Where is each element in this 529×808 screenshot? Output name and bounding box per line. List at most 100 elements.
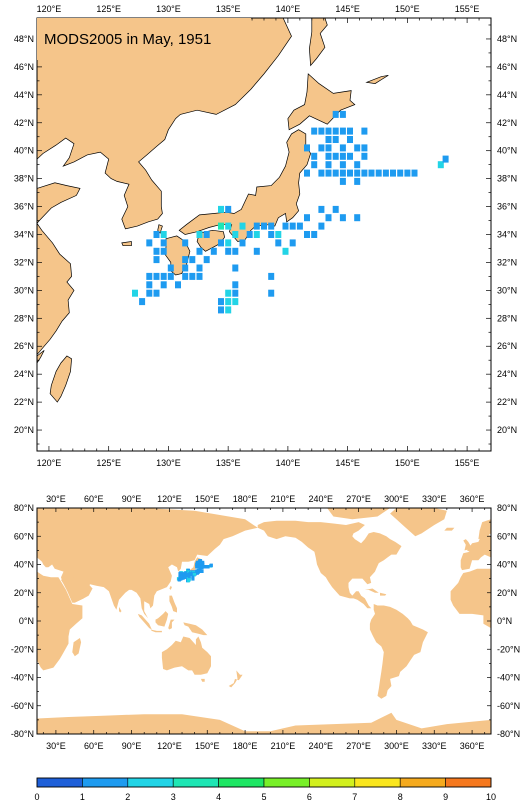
colorbar-label: 7 <box>352 792 357 802</box>
observation-cell <box>167 264 174 272</box>
observation-cell <box>146 272 153 280</box>
right-lat-label: 28°N <box>497 313 517 323</box>
observation-cell <box>167 272 174 280</box>
taiwan-global-shape <box>169 585 172 590</box>
colorbar-label: 2 <box>125 792 130 802</box>
iceland-shape <box>444 527 455 531</box>
top-lon-label: 140°E <box>276 4 301 14</box>
observation-cell <box>411 169 418 177</box>
top-lon-label: 130°E <box>156 4 181 14</box>
observation-cell <box>339 177 346 185</box>
sumatra-shape <box>137 613 152 630</box>
hokkaido-shape <box>287 73 356 131</box>
observation-cell <box>325 136 332 143</box>
global-bottom-lon-label: 240°E <box>308 741 333 751</box>
sulawesi-shape <box>168 619 175 630</box>
observation-cell <box>210 247 217 255</box>
observation-cell <box>361 169 368 177</box>
observation-cell <box>196 247 203 255</box>
observation-cell <box>354 177 361 185</box>
observation-cell <box>225 239 232 247</box>
global-bottom-lon-label: 90°E <box>122 741 142 751</box>
global-left-lat-label: 40°N <box>14 560 34 570</box>
observation-cell <box>304 144 310 152</box>
right-lat-label: 42°N <box>497 118 517 128</box>
observation-cell <box>289 239 296 247</box>
observation-cell <box>232 298 239 306</box>
borneo-shape <box>155 611 169 627</box>
global-observation-cell <box>191 577 195 581</box>
observation-cell <box>347 127 353 135</box>
bottom-lon-label: 155°E <box>455 458 480 468</box>
observation-cell <box>203 231 210 238</box>
regional-map-ticks: 120°E 120°E 125°E 125°E 130°E 130°E 135°E 135°E… <box>14 4 517 468</box>
left-lat-label: 28°N <box>14 313 34 323</box>
observation-cell <box>268 272 275 280</box>
antarctica-shape <box>37 712 491 734</box>
global-bottom-lon-label: 30°E <box>46 741 66 751</box>
observation-cell <box>153 247 160 255</box>
global-observation-cell <box>195 571 199 575</box>
observation-cell <box>132 289 138 297</box>
colorbar-label: 0 <box>34 792 39 802</box>
bottom-lon-label: 135°E <box>216 458 241 468</box>
title-box <box>37 18 251 60</box>
global-map-ticks: 30°E 30°E 60°E 60°E 90°E 90°E 120°E 120°E 150°E 1… <box>11 494 520 751</box>
right-lat-label: 26°N <box>497 341 517 351</box>
colorbar-labels: 0 1 2 3 4 5 6 7 8 9 10 <box>34 792 496 802</box>
global-right-lat-label: -60°N <box>497 701 520 711</box>
observation-cell <box>397 169 404 177</box>
global-bottom-lon-label: 180°E <box>233 741 258 751</box>
observation-cell <box>160 247 167 255</box>
global-top-lon-label: 60°E <box>84 494 104 504</box>
observation-cell <box>225 247 232 255</box>
observation-cell <box>160 272 167 280</box>
global-right-lat-label: -20°N <box>497 644 520 654</box>
observation-cell <box>339 144 346 152</box>
global-top-lon-label: 330°E <box>422 494 447 504</box>
observation-cell <box>218 298 224 306</box>
jeju-shape <box>121 241 132 247</box>
colorbar-frame <box>36 777 492 788</box>
observation-cell <box>253 231 260 238</box>
global-top-lon-label: 360°E <box>460 494 485 504</box>
global-left-lat-label: 0°N <box>19 616 34 626</box>
global-left-lat-label: 60°N <box>14 531 34 541</box>
left-lat-label: 26°N <box>14 341 34 351</box>
observation-cell <box>325 161 332 169</box>
observation-cell <box>404 169 411 177</box>
observation-cell <box>296 222 303 230</box>
top-lon-label: 125°E <box>96 4 121 14</box>
bottom-lon-label: 125°E <box>96 458 121 468</box>
global-top-lon-label: 180°E <box>233 494 258 504</box>
right-lat-label: 22°N <box>497 397 517 407</box>
colorbar-label: 1 <box>80 792 85 802</box>
regional-observation-cells <box>132 110 449 314</box>
global-top-lon-label: 120°E <box>157 494 182 504</box>
global-bottom-lon-label: 360°E <box>460 741 485 751</box>
observation-cell <box>268 222 275 230</box>
hispaniola-shape <box>380 592 387 596</box>
right-lat-label: 48°N <box>497 34 517 44</box>
sri-lanka-shape <box>119 606 122 613</box>
observation-cell <box>289 222 296 230</box>
observation-cell <box>160 231 167 238</box>
observation-cell <box>339 214 346 222</box>
left-lat-label: 34°N <box>14 230 34 240</box>
observation-cell <box>347 152 353 160</box>
bottom-lon-label: 140°E <box>276 458 301 468</box>
left-lat-label: 48°N <box>14 34 34 44</box>
colorbar-box <box>82 777 129 788</box>
global-left-lat-label: -80°N <box>11 729 34 739</box>
europe-west-shape <box>460 532 491 571</box>
global-left-lat-label: 80°N <box>14 503 34 513</box>
global-left-lat-label: -60°N <box>11 701 34 711</box>
observation-cell <box>261 222 267 230</box>
right-lat-label: 44°N <box>497 90 517 100</box>
colorbar-label: 9 <box>443 792 448 802</box>
eurasia-shape <box>37 508 258 619</box>
global-observation-cell <box>206 565 210 569</box>
observation-cell <box>275 239 282 247</box>
observation-cell <box>325 144 332 152</box>
